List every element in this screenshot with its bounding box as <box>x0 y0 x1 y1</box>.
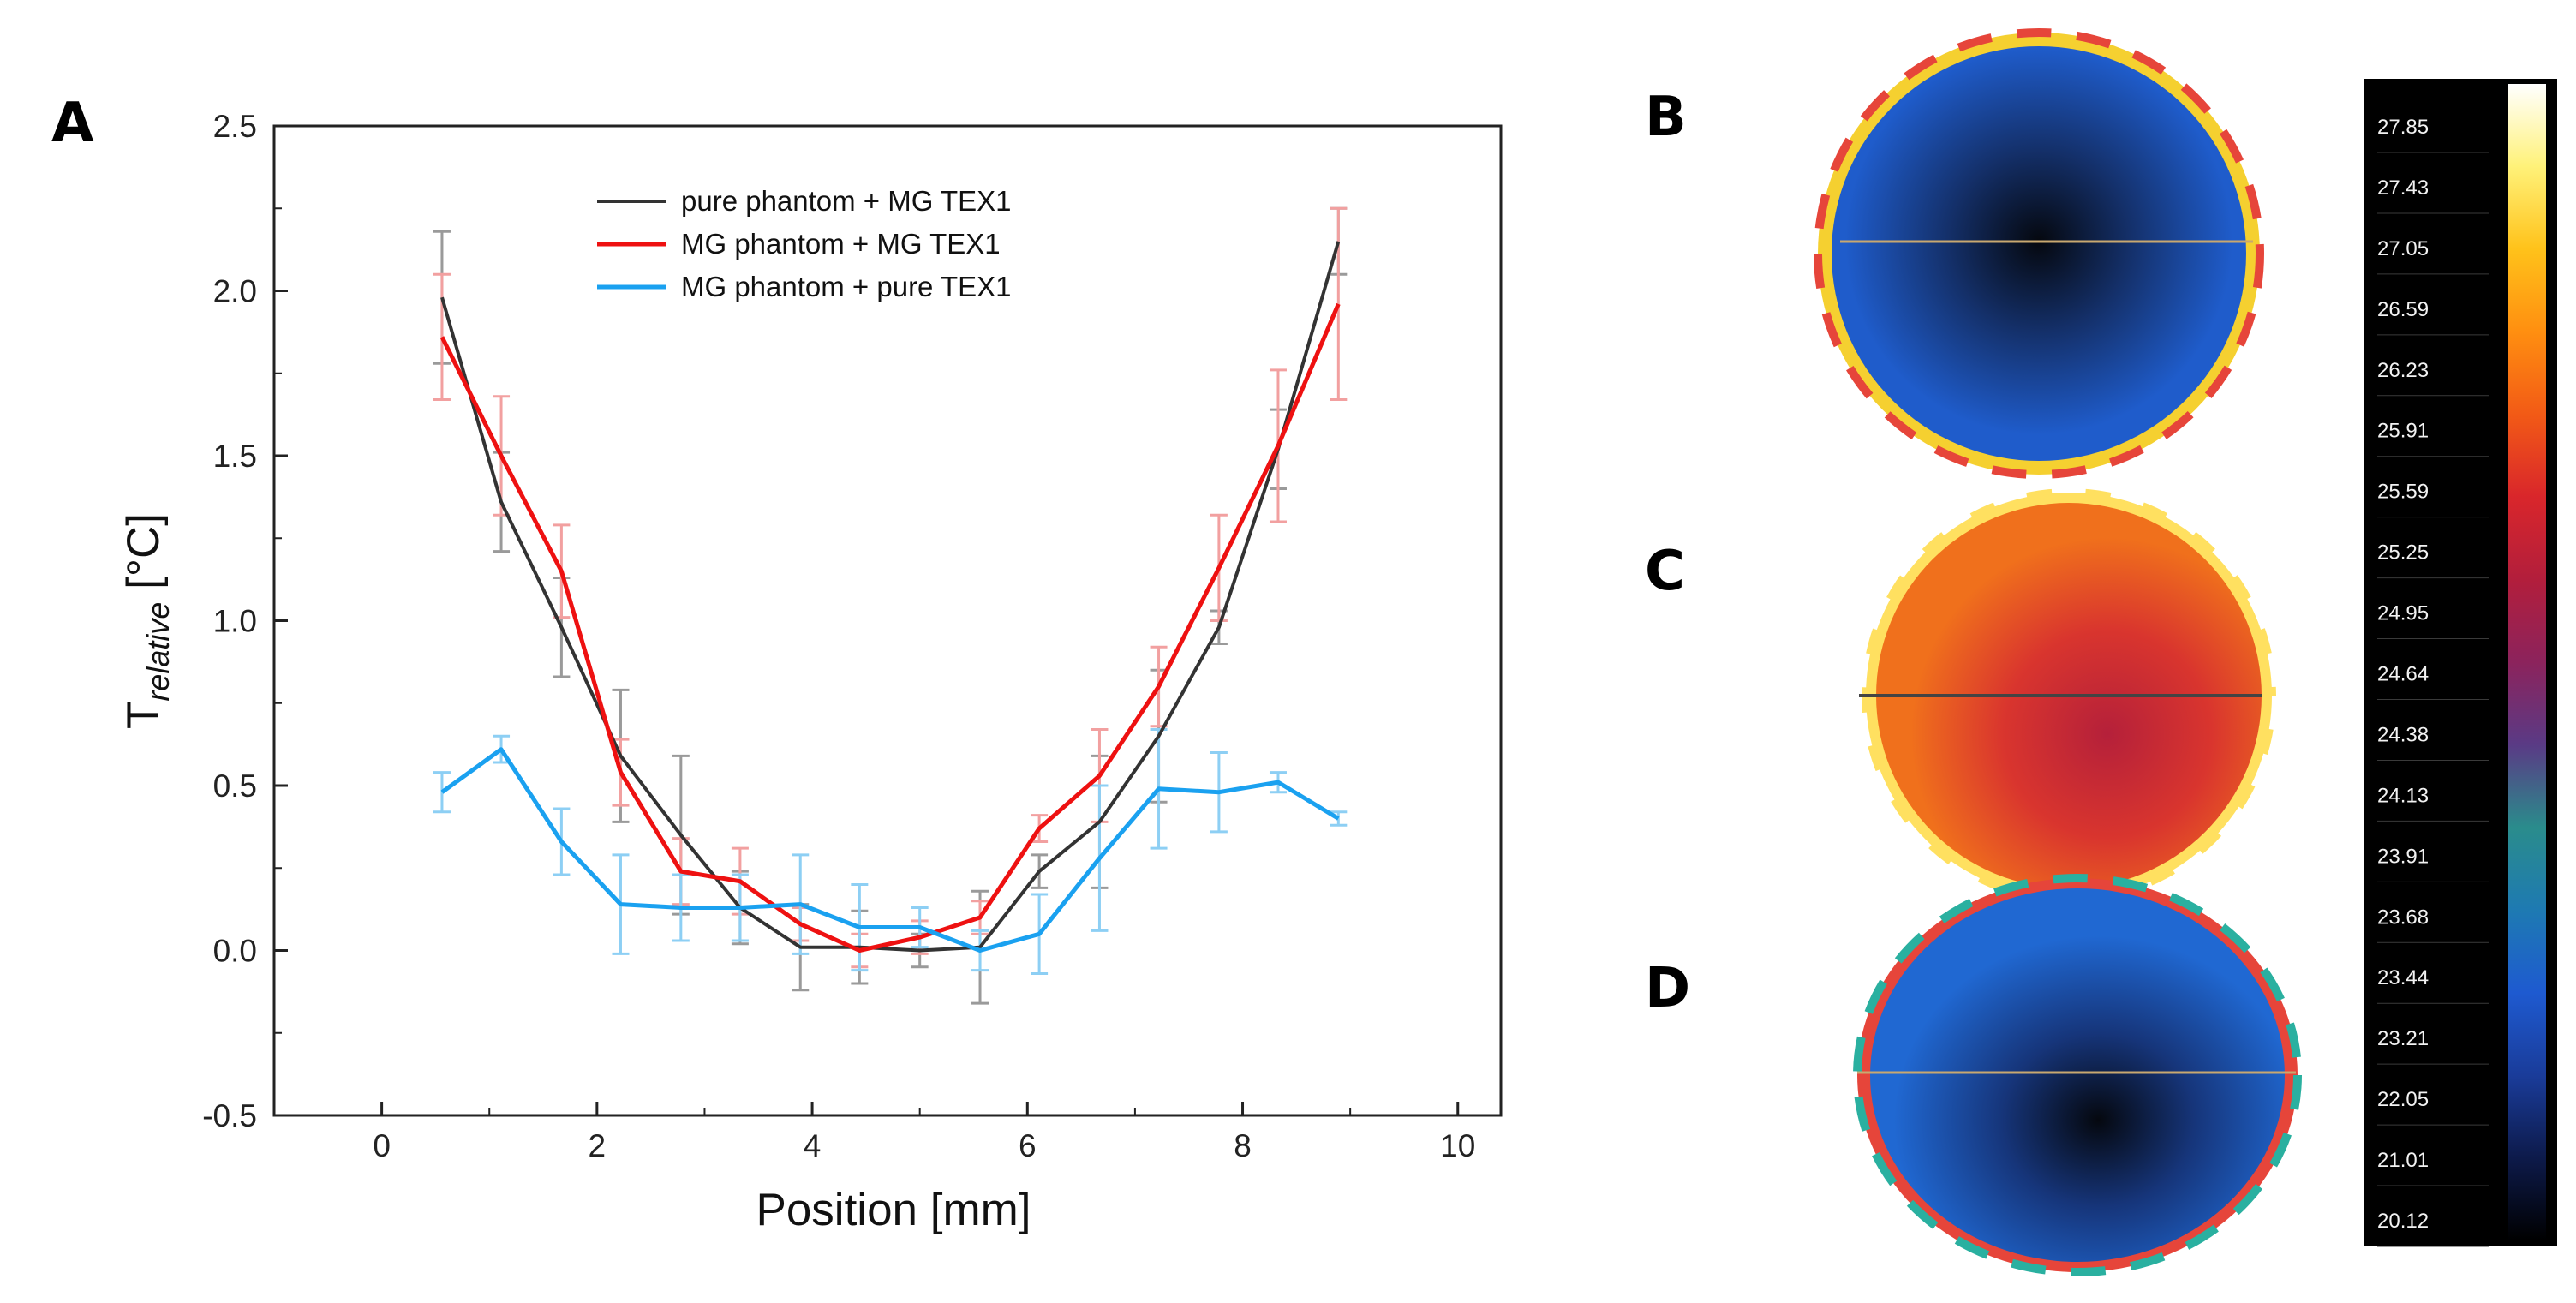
series-lines <box>439 241 1341 953</box>
y-tick-label: 2.5 <box>213 109 257 144</box>
colorbar-label: 23.91 <box>2377 845 2429 868</box>
thermal-d-disc <box>1870 888 2285 1262</box>
legend: pure phantom + MG TEX1 MG phantom + MG TE… <box>597 185 1012 302</box>
thermal-image-b <box>1814 28 2264 479</box>
colorbar-label: 22.05 <box>2377 1088 2429 1111</box>
x-tick-label: 2 <box>589 1128 607 1163</box>
y-axis: -0.5 0.0 0.5 1.0 1.5 2.0 2.5 <box>202 109 288 1133</box>
series-line-3 <box>440 747 1340 953</box>
legend-label: MG phantom + pure TEX1 <box>681 271 1012 302</box>
colorbar-label: 26.23 <box>2377 359 2429 382</box>
colorbar-label: 26.59 <box>2377 298 2429 321</box>
colorbar-label: 24.13 <box>2377 784 2429 807</box>
panel-label-c: C <box>1645 540 1685 603</box>
y-axis-title-sub: relative <box>140 602 176 702</box>
colorbar-label: 23.21 <box>2377 1027 2429 1050</box>
x-tick-label: 4 <box>804 1128 822 1163</box>
colorbar-label: 25.59 <box>2377 481 2429 504</box>
y-tick-label: 0.5 <box>213 768 257 804</box>
colorbar-label: 27.43 <box>2377 176 2429 200</box>
panel-label-d: D <box>1645 957 1690 1020</box>
error-bar <box>1330 206 1348 402</box>
y-tick-label: 2.0 <box>213 274 257 309</box>
thermal-b-disc <box>1832 46 2246 461</box>
colorbar-label: 23.68 <box>2377 906 2429 929</box>
error-bar <box>433 272 451 402</box>
x-tick-label: 8 <box>1234 1128 1252 1163</box>
legend-label: pure phantom + MG TEX1 <box>681 185 1012 217</box>
colorbar-label: 23.44 <box>2377 966 2429 989</box>
colorbar-label: 25.25 <box>2377 541 2429 565</box>
x-axis: 0 2 4 6 8 10 <box>273 1102 1475 1163</box>
y-tick-label: -0.5 <box>202 1098 257 1133</box>
line-chart: 0 2 4 6 8 10 -0.5 0.0 0.5 1.0 1.5 2.0 2.5 Position … <box>118 109 1503 1235</box>
colorbar-label: 20.12 <box>2377 1210 2429 1233</box>
y-tick-label: 1.5 <box>213 439 257 474</box>
x-tick-label: 10 <box>1440 1128 1475 1163</box>
error-bar <box>433 771 451 814</box>
y-axis-title: Trelative [°C] <box>118 513 176 729</box>
colorbar-gradient-strip <box>2508 84 2546 1240</box>
colorbar-label: 27.85 <box>2377 116 2429 139</box>
panel-label-a: A <box>51 92 94 155</box>
y-axis-title-unit: [°C] <box>118 513 169 602</box>
colorbar: 27.85 27.43 27.05 26.59 26.23 25.91 25.59 25.25… <box>2364 79 2557 1247</box>
legend-label: MG phantom + MG TEX1 <box>681 228 1001 260</box>
series-line-1 <box>440 241 1341 953</box>
y-tick-label: 1.0 <box>213 604 257 639</box>
thermal-image-c <box>1857 484 2280 907</box>
colorbar-label: 27.05 <box>2377 237 2429 260</box>
x-tick-label: 6 <box>1019 1128 1037 1163</box>
y-axis-title-main: T <box>118 702 169 729</box>
colorbar-labels: 27.85 27.43 27.05 26.59 26.23 25.91 25.59 25.25… <box>2377 116 2489 1247</box>
error-bar <box>1330 810 1348 827</box>
colorbar-label: 24.38 <box>2377 723 2429 746</box>
colorbar-label: 24.64 <box>2377 663 2429 686</box>
x-tick-label: 0 <box>373 1128 391 1163</box>
panel-label-b: B <box>1645 86 1687 149</box>
x-axis-title: Position [mm] <box>756 1185 1031 1235</box>
colorbar-label: 21.01 <box>2377 1149 2429 1172</box>
colorbar-label: 24.95 <box>2377 602 2429 625</box>
thermal-image-d <box>1853 874 2302 1276</box>
colorbar-label: 25.91 <box>2377 420 2429 443</box>
y-tick-label: 0.0 <box>213 934 257 969</box>
series-line-2 <box>439 302 1341 953</box>
